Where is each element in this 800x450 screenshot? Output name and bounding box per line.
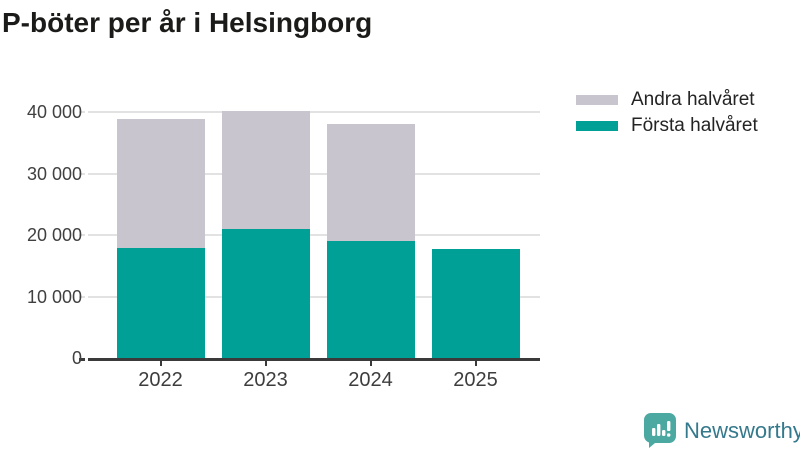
gridline-30000 — [88, 172, 540, 175]
newsworthy-logo[interactable]: Newsworthy — [644, 413, 800, 448]
bar-2023-andra-halvaret — [221, 111, 310, 230]
x-tick-2023 — [264, 361, 267, 366]
legend-swatch — [576, 121, 618, 131]
legend-label: Första halvåret — [631, 115, 758, 136]
legend-swatch — [576, 95, 618, 105]
legend-item-0: Andra halvåret — [576, 87, 758, 113]
gridline-20000 — [88, 234, 540, 236]
plot-area: 0 10 000 20 000 30 000 40 000 2022 2023 2024 202… — [27, 102, 540, 391]
x-tick-label-2025: 2025 — [453, 369, 498, 391]
y-tick-40000 — [79, 111, 85, 113]
y-tick-label-10000: 10 000 — [26, 286, 82, 307]
gridline-10000 — [88, 295, 540, 298]
bar-2022-forsta-halvaret — [116, 247, 205, 358]
x-tick-2024 — [369, 361, 372, 366]
gridline-40000 — [88, 111, 540, 113]
y-tick-label-0: 0 — [71, 348, 82, 368]
y-tick-10000 — [79, 295, 85, 298]
x-tick-label-2023: 2023 — [243, 369, 288, 391]
y-tick-label-40000: 40 000 — [26, 102, 82, 122]
y-tick-30000 — [79, 172, 85, 175]
legend: Andra halvåret Första halvåret — [576, 87, 758, 139]
y-tick-20000 — [79, 234, 85, 236]
bar-2024-andra-halvaret — [326, 124, 415, 242]
y-tick-label-30000: 30 000 — [26, 163, 82, 184]
chart-title: P-böter per år i Helsingborg — [2, 7, 373, 38]
y-tick-label-20000: 20 000 — [26, 225, 82, 245]
x-tick-label-2022: 2022 — [138, 369, 183, 391]
x-tick-2022 — [159, 361, 162, 366]
bar-2023-forsta-halvaret — [221, 229, 310, 358]
x-axis-line — [88, 358, 540, 361]
bar-2024-forsta-halvaret — [326, 241, 415, 358]
y-tick-0 — [79, 358, 85, 361]
bar-2022-andra-halvaret — [116, 119, 205, 248]
bar-2025-forsta-halvaret — [431, 248, 520, 358]
newsworthy-wordmark: Newsworthy — [684, 417, 800, 443]
legend-label: Andra halvåret — [631, 89, 755, 110]
x-tick-2025 — [474, 361, 477, 366]
legend-item-1: Första halvåret — [576, 113, 758, 139]
x-tick-label-2024: 2024 — [348, 369, 393, 391]
newsworthy-bubble-chart-icon — [644, 413, 676, 448]
